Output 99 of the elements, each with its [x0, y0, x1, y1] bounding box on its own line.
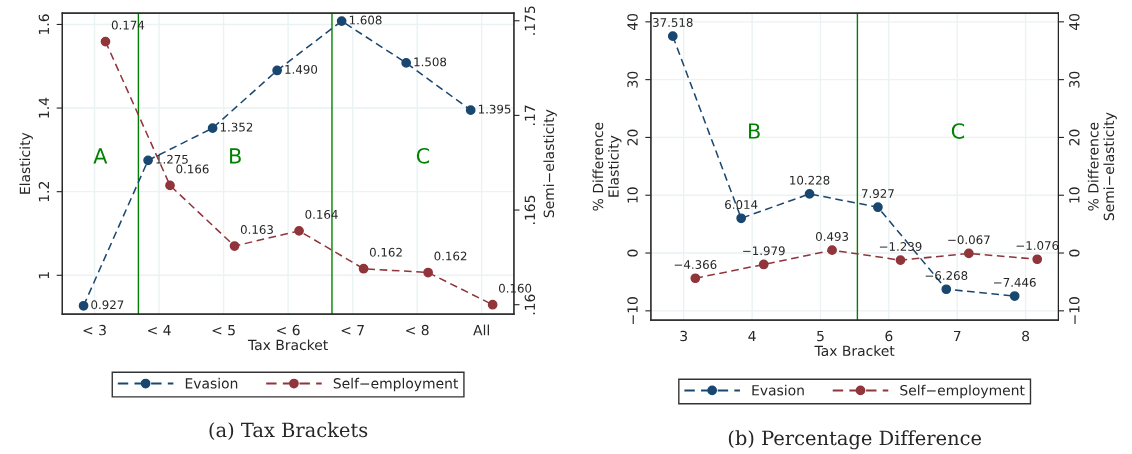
y2-tick-label: −10 — [1069, 297, 1080, 325]
x-tick-label: < 3 — [83, 324, 106, 336]
x-tick-label: < 6 — [277, 324, 300, 336]
annotation: B — [230, 148, 241, 164]
y2-tick-label: .165 — [524, 195, 536, 225]
x-tick-label: All — [473, 324, 489, 336]
legend-label: Self−employment — [900, 384, 1025, 399]
annotation: C — [951, 123, 965, 139]
point — [229, 241, 240, 251]
y-tick-label: 40 — [627, 13, 638, 30]
point — [804, 189, 815, 199]
x-tick-label: 5 — [817, 330, 824, 342]
y2-tick-label: 40 — [1069, 13, 1080, 30]
point — [963, 248, 974, 259]
x-tick-label: < 7 — [341, 325, 364, 336]
data-label: 0.166 — [176, 164, 209, 174]
legend-label: Evasion — [752, 384, 804, 396]
x-axis-title: Tax Bracket — [247, 339, 328, 351]
data-label: 10.228 — [790, 175, 830, 185]
y-tick-label: −10 — [627, 297, 638, 325]
y-tick-label: 20 — [627, 129, 638, 146]
point — [873, 202, 883, 213]
y2-tick-label: .17 — [524, 105, 535, 125]
y2-tick-label: 0 — [1069, 249, 1080, 257]
y-axis-title: % Difference Elasticity — [592, 122, 622, 211]
x-axis-title: Tax Bracket — [814, 345, 895, 357]
point — [423, 267, 433, 278]
y2-tick-label: 20 — [1069, 129, 1080, 146]
x-tick-label: 8 — [1022, 330, 1030, 342]
point — [207, 123, 218, 133]
x-tick-label: < 5 — [212, 325, 235, 336]
y2-axis-title: Semi−elasticity — [543, 109, 557, 218]
data-label: 0.927 — [91, 300, 124, 310]
point — [165, 180, 175, 191]
data-label: 0.493 — [815, 232, 849, 241]
legend-label: Evasion — [185, 377, 238, 389]
data-label: 1.352 — [220, 122, 253, 132]
data-label: 0.162 — [369, 247, 402, 257]
point — [941, 284, 952, 295]
point — [758, 259, 769, 270]
data-label: 0.163 — [240, 225, 273, 235]
y2-axis-title: % Difference Semi−elasticity — [1087, 112, 1117, 221]
data-label: −6.268 — [925, 271, 968, 281]
point — [736, 213, 747, 224]
point — [272, 65, 282, 76]
data-label: −7.446 — [994, 277, 1036, 287]
x-tick-label: 7 — [953, 330, 961, 342]
data-label: −1.076 — [1016, 241, 1059, 251]
y2-tick-label: .175 — [524, 6, 536, 35]
point — [827, 245, 837, 256]
point — [358, 263, 369, 274]
data-label: 6.014 — [725, 200, 758, 210]
y-tick-label: 1.6 — [38, 14, 50, 34]
data-label: −1.239 — [879, 242, 922, 251]
data-label: 1.508 — [414, 57, 447, 67]
data-label: 1.490 — [285, 64, 318, 74]
y2-tick-label: .16 — [524, 294, 536, 315]
x-tick-label: < 8 — [406, 324, 429, 336]
point — [1032, 254, 1043, 265]
point — [895, 255, 906, 266]
data-label: −4.366 — [674, 260, 717, 270]
annotation: A — [93, 148, 108, 164]
data-label: −1.979 — [743, 246, 785, 256]
x-tick-label: 4 — [748, 330, 756, 342]
y-tick-label: 10 — [627, 187, 638, 203]
data-label: 1.275 — [156, 154, 188, 164]
text: (a) Tax Brackets — [209, 422, 368, 440]
x-tick-label: 3 — [680, 330, 688, 342]
y-tick-label: 1 — [38, 272, 49, 279]
legend-label: Self−employment — [333, 377, 459, 392]
y2-tick-label: 10 — [1069, 187, 1080, 203]
y-axis-title: Elasticity — [19, 132, 33, 194]
text: (b) Percentage Difference — [728, 430, 982, 450]
annotation: B — [749, 123, 760, 139]
point — [401, 58, 412, 68]
x-tick-label: 6 — [885, 330, 893, 342]
y-tick-label: 1.2 — [38, 182, 49, 202]
point — [78, 300, 89, 311]
point — [294, 226, 304, 236]
data-label: 1.395 — [478, 104, 511, 114]
point — [336, 16, 347, 26]
point — [487, 299, 498, 310]
point — [465, 105, 476, 116]
data-label: −0.067 — [948, 235, 990, 245]
y-tick-label: 30 — [627, 71, 638, 88]
y2-tick-label: 30 — [1069, 71, 1080, 88]
point — [100, 36, 111, 47]
y-tick-label: 1.4 — [38, 97, 49, 118]
point — [1009, 291, 1020, 301]
data-label: 1.608 — [349, 15, 382, 25]
data-label: 0.162 — [434, 251, 467, 261]
point — [690, 273, 701, 284]
y-tick-label: 0 — [627, 249, 638, 257]
data-label: 7.927 — [861, 189, 894, 198]
data-label: 37.518 — [653, 18, 693, 27]
x-tick-label: < 4 — [148, 325, 171, 336]
point — [667, 31, 678, 42]
annotation: C — [416, 147, 430, 164]
point — [143, 155, 153, 166]
